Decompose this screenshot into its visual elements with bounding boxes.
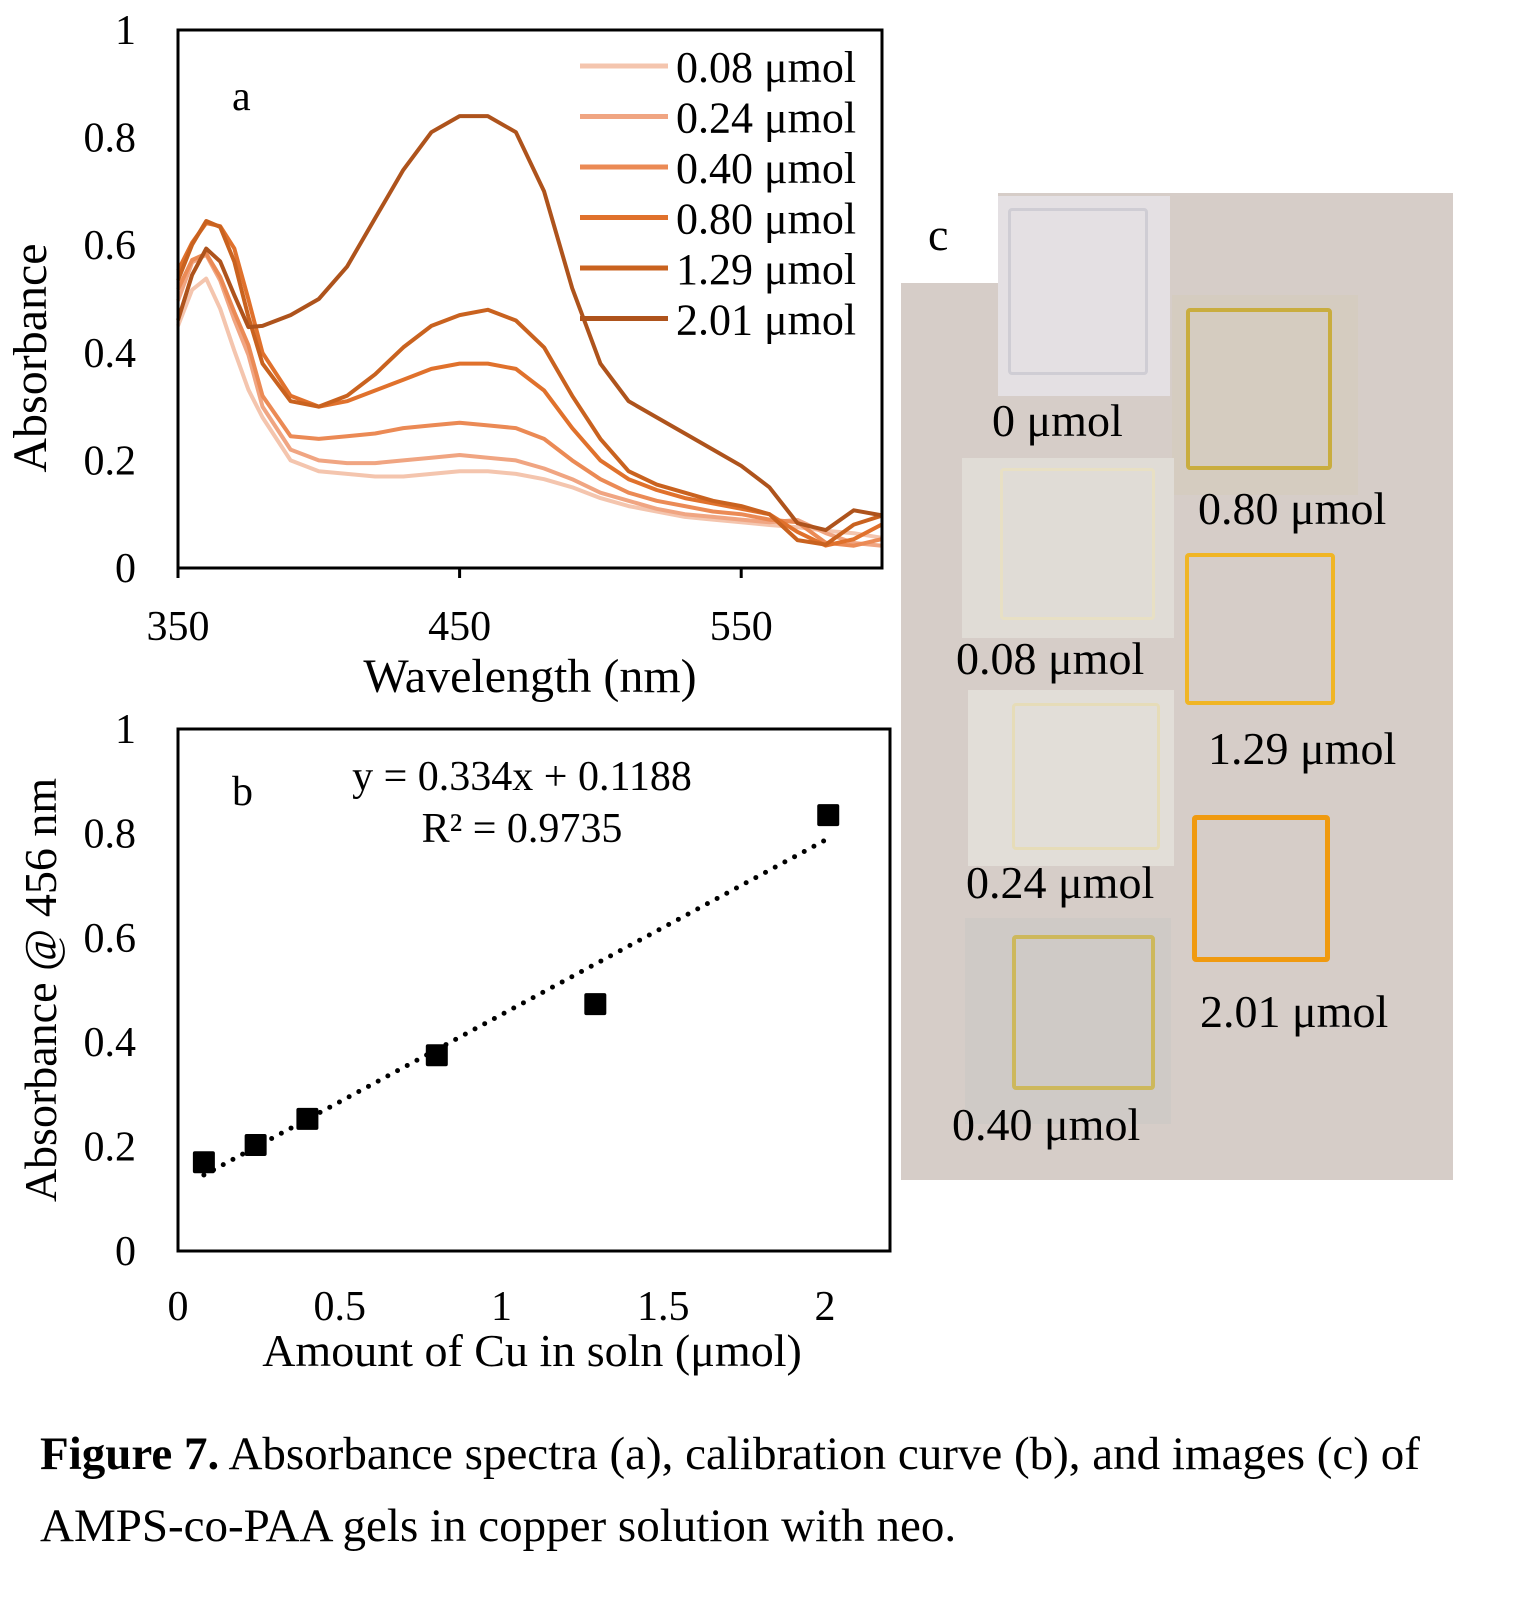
series-line-0 bbox=[176, 276, 883, 540]
sample-label: 0.80 μmol bbox=[1198, 483, 1387, 534]
data-point bbox=[425, 1044, 448, 1067]
y-tick-label: 0.2 bbox=[84, 438, 137, 484]
data-point bbox=[192, 1151, 215, 1174]
x-axis-label: Amount of Cu in soln (μmol) bbox=[262, 1325, 802, 1376]
x-axis-label: Wavelength (nm) bbox=[363, 650, 696, 703]
data-point bbox=[584, 993, 607, 1016]
y-tick-label: 0 bbox=[115, 546, 136, 592]
x-tick-label: 450 bbox=[428, 604, 491, 650]
plot-frame-a bbox=[176, 28, 884, 570]
gel-0.24 bbox=[1012, 703, 1160, 850]
series-line-5 bbox=[176, 114, 883, 533]
y-tick-label: 1 bbox=[115, 8, 136, 54]
tile-bg bbox=[1172, 295, 1358, 495]
legend-label: 2.01 μmol bbox=[676, 296, 856, 345]
series-line-2 bbox=[176, 251, 883, 548]
legend-label: 0.08 μmol bbox=[676, 43, 856, 92]
y-tick-label: 0.2 bbox=[84, 1125, 137, 1171]
x-tick-label: 350 bbox=[147, 604, 210, 650]
gel-2.01 bbox=[1192, 815, 1330, 962]
y-tick-label: 0.6 bbox=[84, 223, 137, 269]
y-tick-label: 0.4 bbox=[84, 1020, 137, 1066]
caption-text: Absorbance spectra (a), calibration curv… bbox=[40, 1428, 1420, 1552]
legend-label: 0.40 μmol bbox=[676, 144, 856, 193]
y-tick-label: 0.8 bbox=[84, 811, 137, 857]
x-tick-label: 550 bbox=[710, 604, 773, 650]
y-tick-label: 1 bbox=[115, 707, 136, 753]
sample-label: 2.01 μmol bbox=[1200, 986, 1389, 1037]
tile-bg bbox=[998, 196, 1170, 396]
data-point bbox=[817, 804, 840, 827]
series-line-4 bbox=[176, 219, 883, 547]
y-tick-label: 0.6 bbox=[84, 916, 137, 962]
gel-1.29 bbox=[1185, 553, 1335, 705]
r-squared: R² = 0.9735 bbox=[422, 806, 623, 852]
plot-frame-b bbox=[176, 727, 892, 1253]
sample-label: 1.29 μmol bbox=[1208, 723, 1397, 774]
gel-0.80 bbox=[1186, 308, 1332, 470]
sample-label: 0.40 μmol bbox=[952, 1099, 1141, 1150]
sample-label: 0 μmol bbox=[992, 395, 1123, 446]
x-tick-label: 0 bbox=[168, 1284, 189, 1330]
sample-label: 0.24 μmol bbox=[966, 857, 1155, 908]
panel-c-label: c bbox=[928, 209, 949, 260]
y-axis-label: Absorbance bbox=[4, 243, 57, 472]
legend-label: 1.29 μmol bbox=[676, 245, 856, 294]
photo-notch bbox=[901, 193, 998, 283]
data-point bbox=[244, 1134, 267, 1157]
panel-label-a: a bbox=[232, 74, 251, 120]
y-axis-label: Absorbance @ 456 nm bbox=[15, 778, 66, 1203]
caption-bold: Figure 7. bbox=[40, 1428, 220, 1480]
x-tick-label: 2 bbox=[815, 1284, 836, 1330]
sample-label: 0.08 μmol bbox=[956, 633, 1145, 684]
charts-svg: 0 0.2 0.4 0.6 0.8 1 350 450 550 Wavelength (nm) Ab… bbox=[4, 8, 892, 1376]
y-tick-label: 0.8 bbox=[84, 116, 137, 162]
y-tick-label: 0 bbox=[115, 1229, 136, 1275]
figure-caption: Figure 7. Absorbance spectra (a), calibr… bbox=[40, 1418, 1480, 1562]
gel-0 bbox=[1008, 208, 1148, 375]
y-tick-label: 0.4 bbox=[84, 331, 137, 377]
x-tick-label: 0.5 bbox=[314, 1284, 367, 1330]
tile-bg bbox=[962, 458, 1174, 638]
x-tick-label: 1 bbox=[491, 1284, 512, 1330]
x-tick-label: 1.5 bbox=[637, 1284, 690, 1330]
panel-label-b: b bbox=[232, 769, 253, 815]
gel-0.40 bbox=[1012, 935, 1155, 1090]
legend-label: 0.24 μmol bbox=[676, 94, 856, 143]
data-point bbox=[296, 1107, 319, 1130]
series-line-1 bbox=[176, 252, 883, 548]
tile-bg bbox=[968, 690, 1174, 866]
trendline-equation: y = 0.334x + 0.1188 bbox=[352, 754, 692, 800]
gel-0.08 bbox=[1000, 468, 1155, 620]
legend-label: 0.80 μmol bbox=[676, 195, 856, 244]
